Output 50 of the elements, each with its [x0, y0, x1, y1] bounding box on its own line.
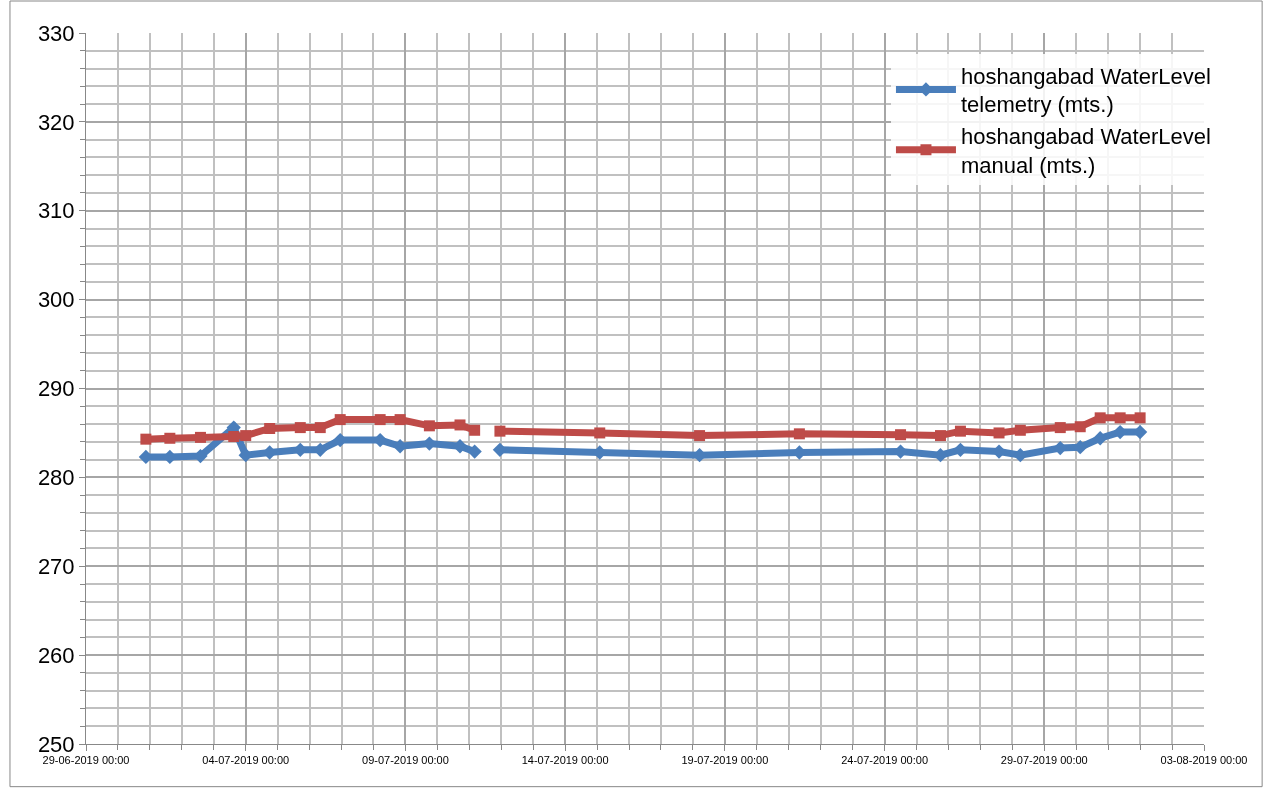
point — [1014, 424, 1026, 436]
point — [423, 420, 435, 432]
point — [895, 429, 907, 441]
x-tick-label: 29-07-2019 00:00 — [1000, 754, 1088, 767]
x-tick-label: 09-07-2019 00:00 — [362, 754, 449, 767]
y-tick-label: 260 — [37, 642, 75, 668]
point — [334, 414, 346, 426]
point — [194, 431, 206, 443]
y-tick-label: 310 — [37, 198, 75, 224]
point — [469, 424, 481, 436]
x-tick-label: 24-07-2019 00:00 — [841, 754, 928, 767]
y-tick-label: 290 — [37, 376, 75, 402]
y-tick-label: 300 — [37, 287, 75, 313]
point — [294, 422, 306, 434]
y-tick-label: 330 — [37, 20, 75, 46]
point — [164, 432, 176, 444]
x-tick-label: 14-07-2019 00:00 — [521, 754, 609, 767]
point — [993, 427, 1005, 439]
y-tick-label: 250 — [37, 731, 75, 757]
point — [454, 419, 466, 431]
y-tick-label: 280 — [37, 465, 75, 491]
y-tick-label: 320 — [37, 109, 75, 135]
point — [1114, 412, 1126, 424]
point — [594, 427, 606, 439]
x-tick-label: 29-06-2019 00:00 — [42, 754, 130, 767]
point — [694, 430, 706, 442]
point — [314, 422, 326, 434]
point — [1013, 448, 1028, 463]
legend-label: hoshangabad WaterLevel manual (mts.) — [960, 123, 1211, 178]
point — [228, 430, 240, 442]
point — [1093, 431, 1108, 446]
point — [140, 433, 152, 445]
point — [467, 444, 482, 459]
point — [240, 430, 252, 442]
point — [1134, 412, 1146, 424]
y-tick-label: 270 — [37, 553, 75, 579]
x-tick-label: 03-08-2019 00:00 — [1160, 754, 1248, 767]
point — [954, 425, 966, 437]
x-tick-label: 04-07-2019 00:00 — [202, 754, 290, 767]
x-tick-label: 19-07-2019 00:00 — [681, 754, 769, 767]
point — [394, 414, 406, 426]
point — [1054, 422, 1066, 434]
point — [1094, 412, 1106, 424]
point — [934, 430, 946, 442]
legend-label: hoshangabad WaterLevel telemetry (mts.) — [960, 63, 1211, 118]
point — [494, 425, 506, 437]
point — [793, 428, 805, 440]
point — [1074, 421, 1086, 433]
point — [374, 414, 386, 426]
point — [264, 422, 276, 434]
